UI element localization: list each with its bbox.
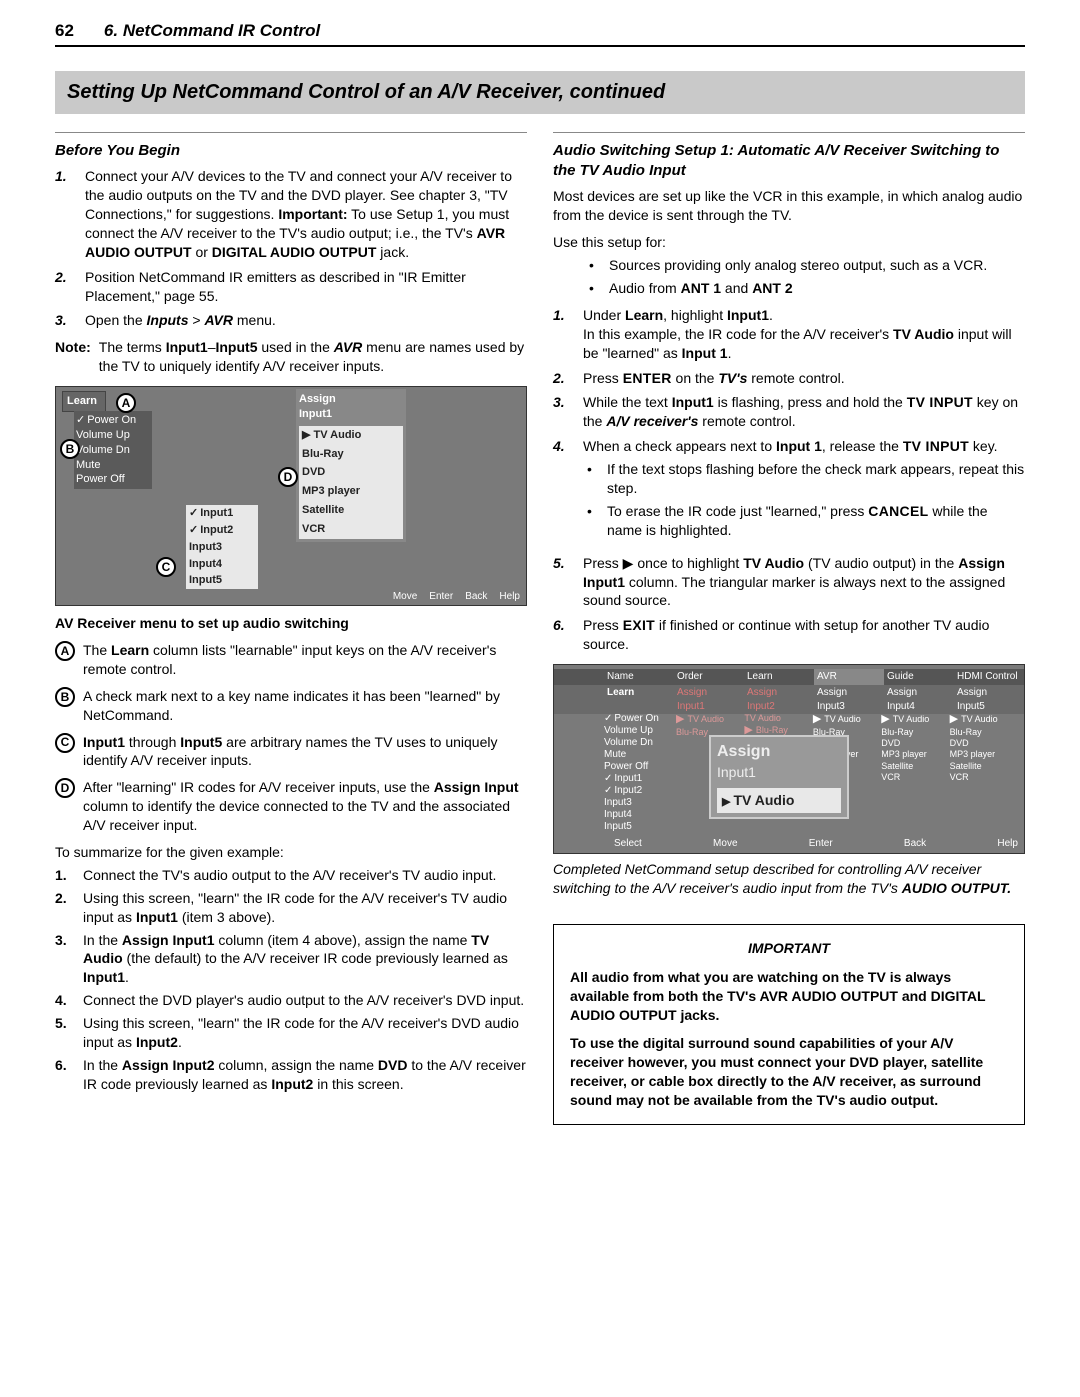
setup-steps: 1.Under Learn, highlight Input1.In this … — [553, 306, 1025, 654]
ss-assign-item: MP3 player — [299, 482, 403, 501]
substep: If the text stops flashing before the ch… — [607, 460, 1025, 498]
setup-step: 5.Press ▶ once to highlight TV Audio (TV… — [553, 554, 1025, 611]
note: Note: The terms Input1–Input5 used in th… — [55, 338, 527, 376]
ss2-top-tabs: Name Order Learn AVR Guide HDMI Control — [554, 669, 1024, 685]
summary-item: 2.Using this screen, "learn" the IR code… — [55, 889, 527, 927]
summary-item: 3.In the Assign Input1 column (item 4 ab… — [55, 931, 527, 988]
setup-step: 4. When a check appears next to Input 1,… — [553, 437, 1025, 547]
use-for-item: Sources providing only analog stereo out… — [609, 256, 1025, 275]
legend-c: CInput1 through Input5 are arbitrary nam… — [55, 733, 527, 771]
ss-assign-item: Blu-Ray — [299, 445, 403, 464]
callout-legend: AThe Learn column lists "learnable" inpu… — [55, 641, 527, 835]
before-steps-list: 1.Connect your A/V devices to the TV and… — [55, 167, 527, 330]
important-p1: All audio from what you are watching on … — [570, 968, 1008, 1025]
intro-paragraph: Most devices are set up like the VCR in … — [553, 187, 1025, 225]
legend-b: BA check mark next to a key name indicat… — [55, 687, 527, 725]
section-title-bar: Setting Up NetCommand Control of an A/V … — [55, 71, 1025, 114]
ss-assign-item: Satellite — [299, 501, 403, 520]
ss-assign-item: TV Audio — [299, 426, 403, 445]
important-p2: To use the digital surround sound capabi… — [570, 1034, 1008, 1110]
ss-assign-title: Assign — [299, 392, 403, 407]
setup-step: 3.While the text Input1 is flashing, pre… — [553, 393, 1025, 431]
note-text: The terms Input1–Input5 used in the AVR … — [99, 338, 527, 376]
ss2-footer: Select Move Enter Back Help — [614, 837, 1018, 851]
divider — [55, 132, 527, 133]
ss-footer: Move Enter Back Help — [393, 590, 520, 604]
two-column-layout: Before You Begin 1.Connect your A/V devi… — [55, 132, 1025, 1125]
ss-input-item: Input5 — [186, 572, 258, 589]
ss-learn-item: Power On — [76, 413, 150, 428]
legend-a: AThe Learn column lists "learnable" inpu… — [55, 641, 527, 679]
substep: To erase the IR code just "learned," pre… — [607, 502, 1025, 540]
ss-assign-item: DVD — [299, 463, 403, 482]
summary-list: 1.Connect the TV's audio output to the A… — [55, 866, 527, 1094]
ss-input-item: Input1 — [186, 505, 258, 522]
ss-input-column: Input1 Input2 Input3 Input4 Input5 — [186, 505, 258, 589]
callout-b: B — [60, 439, 80, 459]
ss-learn-item: Volume Dn — [76, 443, 150, 458]
step-text: Connect your A/V devices to the TV and c… — [85, 167, 527, 261]
setup-step: 1.Under Learn, highlight Input1.In this … — [553, 306, 1025, 363]
ss-input-item: Input3 — [186, 539, 258, 556]
screenshot1-caption: AV Receiver menu to set up audio switchi… — [55, 614, 527, 633]
summary-item: 1.Connect the TV's audio output to the A… — [55, 866, 527, 885]
setup-substeps: If the text stops flashing before the ch… — [583, 460, 1025, 540]
before-you-begin-heading: Before You Begin — [55, 141, 527, 161]
ss-learn-item: Volume Up — [76, 428, 150, 443]
ss-learn-label: Learn — [62, 391, 106, 412]
step-text: Position NetCommand IR emitters as descr… — [85, 268, 527, 306]
ss2-popup-value: TV Audio — [717, 788, 841, 813]
step-text: Open the Inputs > AVR menu. — [85, 311, 276, 330]
callout-a: A — [116, 393, 136, 413]
audio-switching-heading: Audio Switching Setup 1: Automatic A/V R… — [553, 141, 1025, 182]
setup-step: 6.Press EXIT if finished or continue wit… — [553, 616, 1025, 654]
ss-assign-item: VCR — [299, 520, 403, 539]
ss2-left-items: Power On Volume Up Volume Dn Mute Power … — [604, 713, 674, 833]
use-for-label: Use this setup for: — [553, 233, 1025, 252]
ss-input-item: Input2 — [186, 522, 258, 539]
ss2-popup-title: Assign — [717, 741, 841, 763]
summary-item: 6.In the Assign Input2 column, assign th… — [55, 1056, 527, 1094]
ss-learn-item: Mute — [76, 458, 150, 473]
page-header: 62 6. NetCommand IR Control — [55, 20, 1025, 47]
ss-input-item: Input4 — [186, 556, 258, 573]
left-column: Before You Begin 1.Connect your A/V devi… — [55, 132, 527, 1125]
summary-intro: To summarize for the given example: — [55, 843, 527, 862]
avr-menu-screenshot: A B C D Learn Power On Volume Up Volume … — [55, 386, 527, 606]
summary-item: 4.Connect the DVD player's audio output … — [55, 991, 527, 1010]
use-for-list: Sources providing only analog stereo out… — [553, 256, 1025, 298]
setup-step: 2.Press ENTER on the TV's remote control… — [553, 369, 1025, 388]
callout-c: C — [156, 557, 176, 577]
ss-assign-sub: Input1 — [299, 407, 403, 422]
page-number: 62 — [55, 20, 74, 43]
callout-d: D — [278, 467, 298, 487]
step-1: 1.Connect your A/V devices to the TV and… — [55, 167, 527, 261]
ss-learn-column: Power On Volume Up Volume Dn Mute Power … — [74, 411, 152, 489]
screenshot2-caption: Completed NetCommand setup described for… — [553, 860, 1025, 898]
step-3: 3.Open the Inputs > AVR menu. — [55, 311, 527, 330]
step-2: 2.Position NetCommand IR emitters as des… — [55, 268, 527, 306]
divider — [553, 132, 1025, 133]
use-for-item: Audio from ANT 1 and ANT 2 — [609, 279, 1025, 298]
ss-assign-popup: Assign Input1 TV Audio Blu-Ray DVD MP3 p… — [296, 389, 406, 542]
note-label: Note: — [55, 338, 91, 376]
ss2-popup-sub: Input1 — [717, 763, 841, 782]
ss2-assign-row: Learn AssignInput1 AssignInput2 AssignIn… — [554, 685, 1024, 714]
summary-item: 5.Using this screen, "learn" the IR code… — [55, 1014, 527, 1052]
ss2-popup: Assign Input1 TV Audio — [709, 735, 849, 818]
right-column: Audio Switching Setup 1: Automatic A/V R… — [553, 132, 1025, 1125]
legend-d: DAfter "learning" IR codes for A/V recei… — [55, 778, 527, 835]
chapter-title: 6. NetCommand IR Control — [104, 20, 320, 43]
completed-setup-screenshot: Name Order Learn AVR Guide HDMI Control … — [553, 664, 1025, 854]
important-title: IMPORTANT — [570, 939, 1008, 958]
important-box: IMPORTANT All audio from what you are wa… — [553, 924, 1025, 1125]
ss-learn-item: Power Off — [76, 472, 150, 487]
